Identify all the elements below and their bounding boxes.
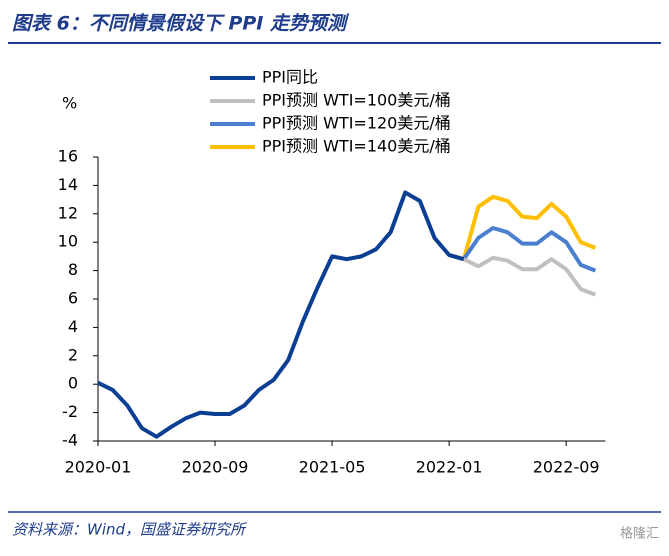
y-tick-label: 12 [58, 203, 78, 222]
y-tick-label: 4 [68, 317, 78, 336]
x-tick-label: 2022-09 [533, 458, 600, 477]
y-tick-label: 0 [68, 374, 78, 393]
watermark: 格隆汇 [620, 526, 659, 542]
legend-label: PPI预测 WTI=100美元/桶 [262, 91, 451, 110]
series-line [97, 190, 465, 439]
series-line [448, 194, 597, 262]
y-tick-label: 6 [68, 289, 78, 308]
legend-label: PPI同比 [262, 68, 318, 87]
y-unit: % [62, 94, 77, 113]
series-line [448, 253, 597, 297]
y-tick-label: 2 [68, 345, 78, 364]
y-tick-label: -2 [62, 402, 78, 421]
y-tick-label: -4 [62, 431, 78, 450]
y-tick-label: 16 [58, 147, 78, 166]
source: 资料来源：Wind，国盛证券研究所 [12, 521, 247, 539]
y-tick-label: 8 [68, 260, 78, 279]
x-tick-label: 2022-01 [416, 458, 483, 477]
chart-title: 图表 6：不同情景假设下 PPI 走势预测 [12, 13, 350, 35]
x-tick-label: 2021-05 [299, 458, 366, 477]
y-tick-label: 10 [58, 232, 78, 251]
legend-label: PPI预测 WTI=120美元/桶 [262, 114, 451, 133]
x-tick-label: 2020-09 [182, 458, 249, 477]
legend-label: PPI预测 WTI=140美元/桶 [262, 137, 451, 156]
series-line [448, 226, 597, 273]
x-tick-label: 2020-01 [65, 458, 132, 477]
y-tick-label: 14 [58, 175, 78, 194]
